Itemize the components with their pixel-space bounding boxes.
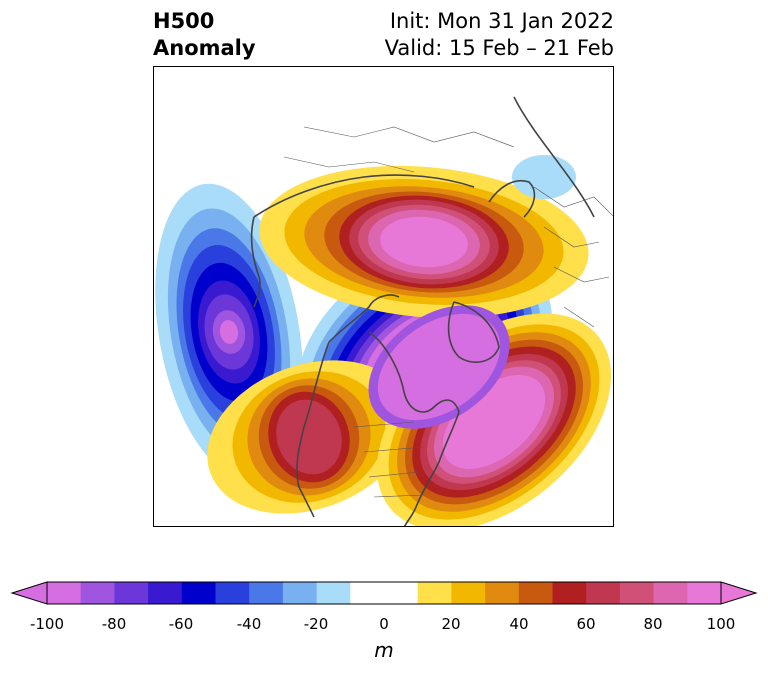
colorbar-segment [316,582,351,604]
colorbar-segment [215,582,250,604]
colorbar-segment [451,582,486,604]
title-line-2: Anomaly [153,36,256,60]
colorbar-segment [80,582,115,604]
colorbar-segment [384,582,419,604]
colorbar-segment [586,582,621,604]
colorbar-segment [249,582,284,604]
colorbar-segment [181,582,216,604]
colorbar [10,581,758,605]
colorbar-frame [46,581,722,605]
minor-negative-patch [512,155,576,199]
colorbar-tick: -60 [168,615,194,633]
colorbar-segment [282,582,318,604]
colorbar-segment [485,582,520,604]
colorbar-segment [417,582,452,604]
colorbar-segment [687,582,722,604]
colorbar-segment [518,582,553,604]
colorbar-tick: 0 [379,615,389,633]
colorbar-extend-high [720,581,758,605]
colorbar-segment [653,582,688,604]
colorbar-segment [619,582,655,604]
init-date: Init: Mon 31 Jan 2022 [389,9,614,33]
colorbar-tick: 80 [643,615,663,633]
forecast-dates: Init: Mon 31 Jan 2022 Valid: 15 Feb – 21… [385,8,614,62]
coastlines [250,96,595,526]
map-title: H500 Anomaly [153,8,256,62]
colorbar-tick: -100 [29,615,65,633]
ridge-northern-russia [259,165,589,319]
title-line-1: H500 [153,9,215,33]
colorbar-segment [114,582,149,604]
colorbar-tick: -40 [236,615,262,633]
colorbar-tick: 20 [441,615,461,633]
colorbar-tick: 60 [576,615,596,633]
canada-trough-core [368,305,510,429]
colorbar-segment [552,582,587,604]
colorbar-tick: 40 [509,615,529,633]
colorbar-unit: m [374,638,394,662]
ridge-western-north-america [207,360,411,514]
valid-range: Valid: 15 Feb – 21 Feb [384,36,614,60]
colorbar-extend-low [10,581,48,605]
colorbar-tick: 100 [706,615,736,633]
colorbar-segment [148,582,183,604]
colorbar-tick: -20 [303,615,329,633]
colorbar-tick: -80 [101,615,127,633]
colorbar-segment [47,582,82,604]
colorbar-segment [350,582,385,604]
anomaly-map [153,66,614,527]
country-borders [283,126,613,498]
